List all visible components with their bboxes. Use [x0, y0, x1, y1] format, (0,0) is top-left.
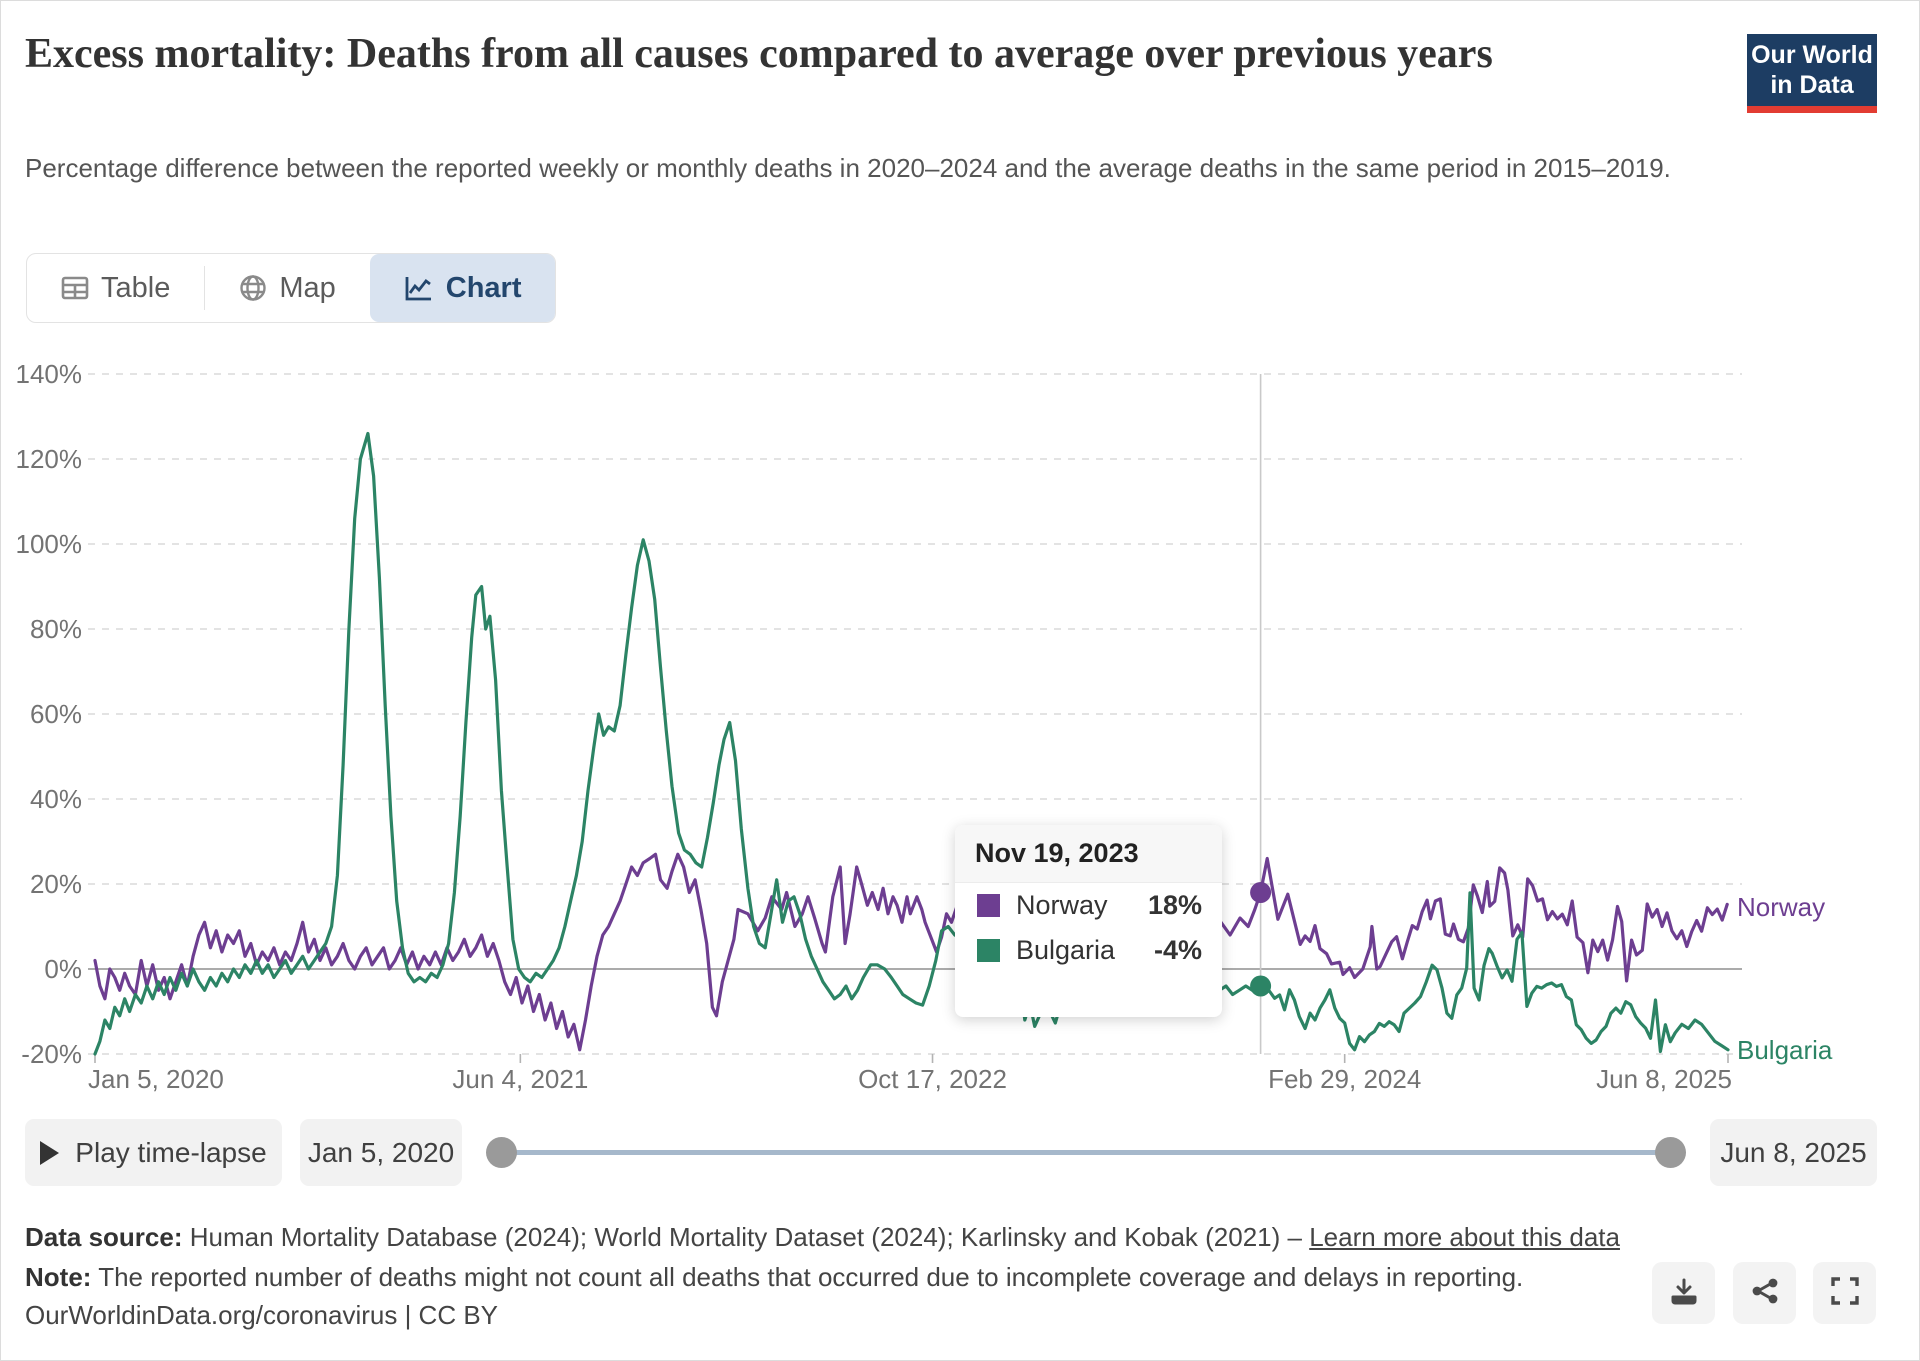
- norway-swatch: [977, 894, 1000, 917]
- page-title: Excess mortality: Deaths from all causes…: [25, 31, 1493, 77]
- download-icon: [1668, 1275, 1700, 1312]
- line-chart-icon: [404, 274, 434, 302]
- bulgaria-swatch: [977, 939, 1000, 962]
- tooltip-date: Nov 19, 2023: [955, 825, 1222, 883]
- fullscreen-icon: [1830, 1276, 1860, 1311]
- y-axis-label: 140%: [16, 359, 83, 389]
- y-axis-label: -20%: [21, 1039, 82, 1069]
- timeline-start-handle[interactable]: [486, 1137, 517, 1168]
- page-subtitle: Percentage difference between the report…: [25, 153, 1671, 183]
- bulgaria-hover-dot: [1250, 975, 1272, 997]
- x-axis-label: Feb 29, 2024: [1268, 1064, 1421, 1094]
- table-icon: [61, 274, 89, 302]
- x-axis-label: Jan 5, 2020: [88, 1064, 224, 1094]
- y-axis-label: 60%: [30, 699, 82, 729]
- share-icon: [1749, 1275, 1781, 1312]
- play-icon: [40, 1140, 60, 1165]
- tooltip-row-bulgaria: Bulgaria -4%: [955, 928, 1222, 973]
- timeline-end-date[interactable]: Jun 8, 2025: [1710, 1119, 1877, 1186]
- fullscreen-button[interactable]: [1813, 1262, 1876, 1324]
- data-source-line: Data source: Human Mortality Database (2…: [25, 1222, 1620, 1252]
- note-line: Note: The reported number of deaths migh…: [25, 1262, 1524, 1292]
- norway-entity-label[interactable]: Norway: [1737, 892, 1825, 922]
- owid-logo[interactable]: Our World in Data: [1747, 34, 1877, 113]
- x-axis-label: Oct 17, 2022: [858, 1064, 1007, 1094]
- tab-map[interactable]: Map: [205, 254, 369, 322]
- y-axis-label: 100%: [16, 529, 83, 559]
- share-button[interactable]: [1733, 1262, 1796, 1324]
- y-axis-label: 0%: [44, 954, 82, 984]
- view-tabs: Table Map Chart: [26, 253, 557, 323]
- timeline-slider-track[interactable]: [501, 1150, 1671, 1155]
- bulgaria-entity-label[interactable]: Bulgaria: [1737, 1035, 1833, 1065]
- y-axis-label: 20%: [30, 869, 82, 899]
- y-axis-label: 40%: [30, 784, 82, 814]
- norway-hover-dot: [1250, 882, 1272, 903]
- timeline-start-date[interactable]: Jan 5, 2020: [300, 1119, 462, 1186]
- bulgaria-line[interactable]: [93, 431, 1730, 1056]
- globe-icon: [239, 274, 267, 302]
- x-axis-label: Jun 4, 2021: [452, 1064, 588, 1094]
- tab-separator: [204, 266, 206, 310]
- download-button[interactable]: [1652, 1262, 1715, 1324]
- timeline-end-handle[interactable]: [1655, 1137, 1686, 1168]
- norway-line[interactable]: [93, 852, 1729, 1052]
- license-line: OurWorldinData.org/coronavirus | CC BY: [25, 1300, 499, 1330]
- learn-more-link[interactable]: Learn more about this data: [1309, 1222, 1620, 1252]
- y-axis-label: 120%: [16, 444, 83, 474]
- tooltip-row-norway: Norway 18%: [955, 883, 1222, 928]
- tab-chart[interactable]: Chart: [369, 254, 556, 322]
- y-axis-label: 80%: [30, 614, 82, 644]
- hover-tooltip: Nov 19, 2023 Norway 18% Bulgaria -4%: [955, 825, 1222, 1017]
- tab-table[interactable]: Table: [27, 254, 204, 322]
- x-axis-label: Jun 8, 2025: [1596, 1064, 1732, 1094]
- play-timelapse-button[interactable]: Play time-lapse: [25, 1119, 282, 1186]
